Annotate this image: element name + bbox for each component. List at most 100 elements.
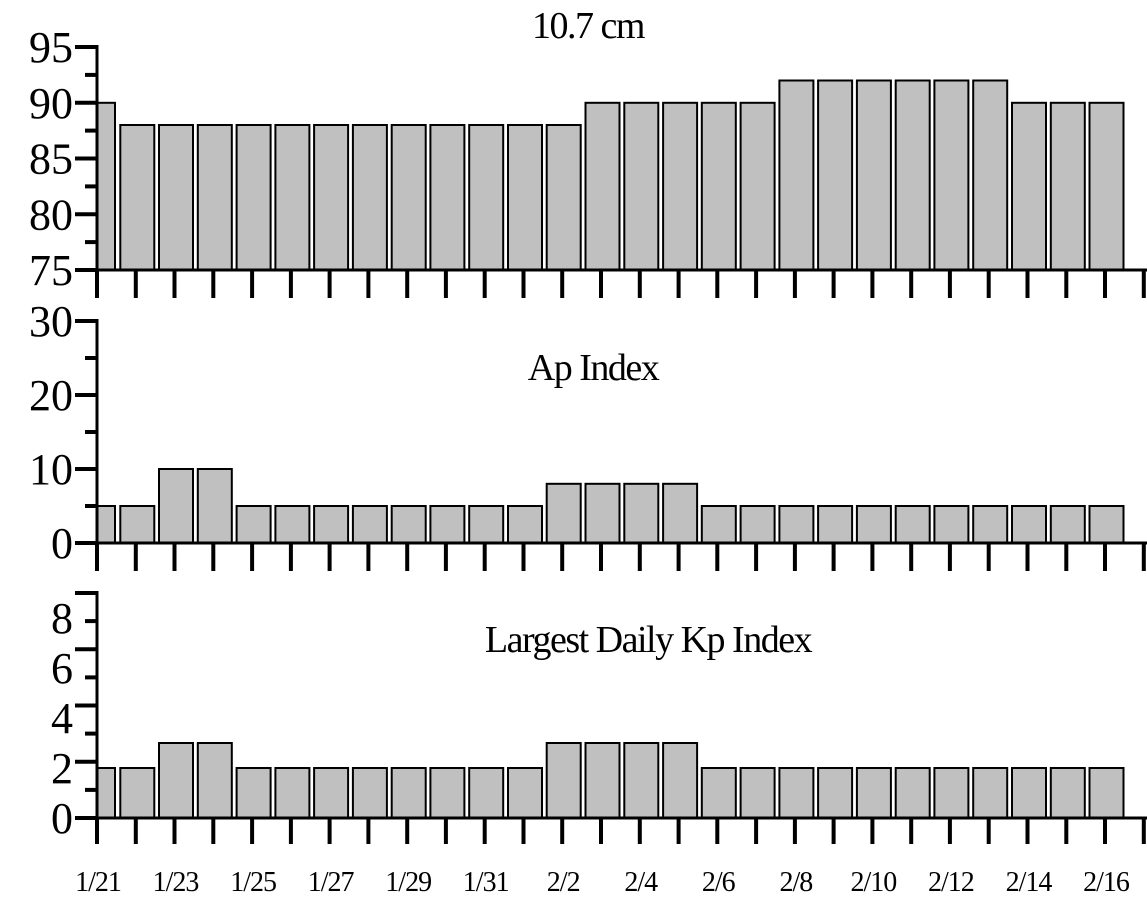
bar-2-2 [545,124,582,271]
bar-2-1 [507,767,543,819]
bar-2-6 [700,767,737,819]
bar-1-24 [196,124,233,271]
bar-1-31 [468,505,505,544]
x-tick-label: 2/10 [851,867,897,898]
bar-1-25 [235,767,272,819]
x-tick-label: 1/31 [463,867,509,898]
bar-2-3 [584,482,621,544]
bar-2-1 [507,124,543,271]
bar-1-21 [96,767,116,819]
bar-2-7 [739,505,776,544]
bar-2-11 [894,505,931,544]
panel-title: Ap Index [528,347,660,389]
y-tick-label: 95 [29,23,73,72]
bar-1-25 [235,505,272,544]
bar-2-10 [855,79,892,271]
bar-1-31 [468,124,505,271]
bar-1-23 [158,124,194,271]
bar-1-28 [351,767,388,819]
bar-1-29 [390,124,427,271]
y-tick-label: 2 [51,744,73,793]
bar-2-9 [817,79,854,271]
bar-2-12 [933,505,970,544]
bar-1-26 [274,124,311,271]
bar-2-13 [972,79,1009,271]
bar-2-16 [1088,767,1125,819]
bar-2-14 [1011,505,1047,544]
bar-2-9 [817,505,854,544]
panel-radio-flux: 10.7 cm 75 80 85 90 95 [29,5,1147,298]
bar-2-11 [894,79,931,271]
bar-1-24 [196,468,233,544]
y-tick-label: 0 [51,794,73,843]
y-tick-label: 30 [29,297,73,346]
bar-1-21 [96,101,116,272]
bar-1-27 [313,767,350,819]
bar-2-4 [623,482,660,544]
x-tick-label: 2/14 [1006,867,1053,898]
bar-1-29 [390,505,427,544]
y-tick-label: 85 [29,135,73,184]
panel-title: 10.7 cm [532,5,645,47]
bar-2-12 [933,79,970,271]
y-tick-label: 20 [29,371,73,420]
bar-1-30 [429,767,466,819]
bar-1-26 [274,767,311,819]
bar-1-30 [429,505,466,544]
bar-2-10 [855,505,892,544]
bar-2-15 [1049,505,1086,544]
bar-1-21 [96,505,116,544]
bar-2-5 [662,101,699,272]
x-tick-label: 1/23 [153,867,199,898]
bar-2-13 [972,505,1009,544]
x-tick-label: 1/25 [230,867,276,898]
x-tick-label: 2/6 [702,867,736,898]
bar-2-8 [778,79,815,271]
x-axis-tick-labels: 1/21 1/23 1/25 1/27 1/29 1/31 2/2 2/4 2/6 2/8 2/10… [75,867,1131,898]
bar-1-22 [119,124,156,271]
bar-2-2 [545,742,582,819]
bar-2-3 [584,101,621,272]
x-tick-label: 1/29 [385,867,431,898]
y-tick-label: 6 [51,644,73,693]
panel-ap-index: Ap Index 0 10 20 30 [29,297,1147,571]
bar-1-28 [351,505,388,544]
x-tick-label: 1/21 [75,867,121,898]
bar-2-2 [545,482,582,544]
x-tick-label: 1/27 [308,867,355,898]
bar-2-16 [1088,505,1125,544]
x-tick-label: 2/4 [624,867,658,898]
bar-2-6 [700,101,737,272]
bar-2-6 [700,505,737,544]
bar-2-15 [1049,767,1086,819]
bar-1-30 [429,124,466,271]
bar-1-26 [274,505,311,544]
x-tick-label: 2/12 [928,867,974,898]
bar-2-15 [1049,101,1086,272]
bar-2-9 [817,767,854,819]
bar-2-14 [1011,767,1047,819]
bar-2-7 [739,101,776,272]
bar-2-3 [584,742,621,819]
bar-1-23 [158,468,194,544]
bar-2-8 [778,505,815,544]
bar-1-22 [119,767,156,819]
bar-1-23 [158,742,194,819]
bar-2-1 [507,505,543,544]
bar-2-14 [1011,101,1047,272]
bar-2-5 [662,482,699,544]
bar-2-4 [623,101,660,272]
bar-1-22 [119,505,156,544]
bar-1-31 [468,767,505,819]
bar-1-24 [196,742,233,819]
y-tick-label: 10 [29,445,73,494]
bar-2-7 [739,767,776,819]
panel-title: Largest Daily Kp Index [485,619,813,661]
y-tick-label: 75 [29,246,73,295]
bar-1-29 [390,767,427,819]
bar-1-25 [235,124,272,271]
bar-2-13 [972,767,1009,819]
